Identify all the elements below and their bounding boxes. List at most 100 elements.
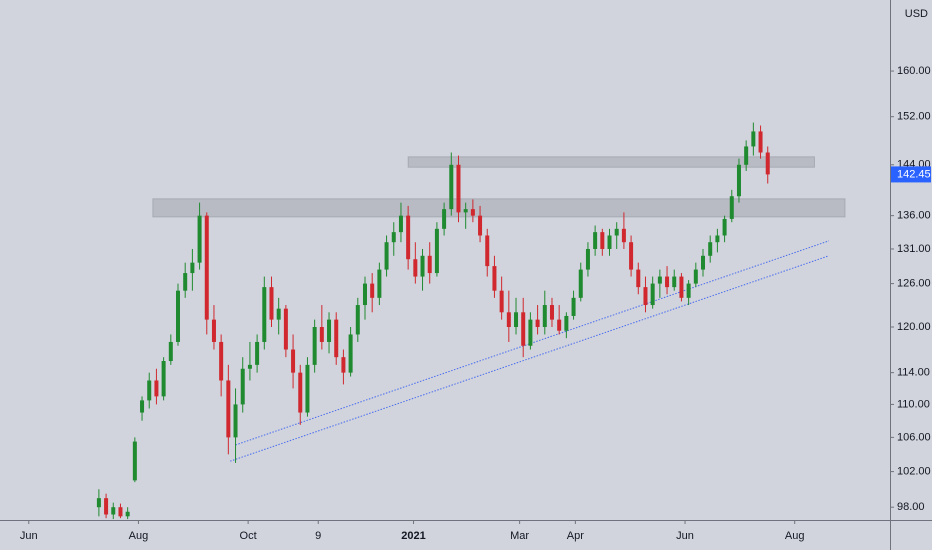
candle-body [492, 266, 497, 291]
y-tick-label: 106.00 [897, 431, 931, 443]
trendline [229, 255, 830, 462]
candle-body [621, 228, 626, 243]
candle-body [334, 319, 339, 358]
candle-body [161, 361, 166, 397]
candle-body [557, 319, 562, 331]
candle-body [456, 164, 461, 213]
last-price-label: 142.45 [897, 168, 931, 180]
candle-body [204, 215, 209, 320]
candle-body [549, 305, 554, 320]
candle-body [578, 269, 583, 298]
candle-body [607, 235, 612, 249]
candle-body [398, 215, 403, 233]
candle-body [154, 380, 159, 397]
y-tick-label: 131.00 [897, 243, 931, 255]
candle-body [211, 319, 216, 342]
x-tick-label: 9 [315, 530, 321, 542]
candle-body [247, 364, 252, 369]
candle-body [650, 283, 655, 306]
candle-body [240, 368, 245, 405]
candle-body [168, 341, 173, 362]
y-tick-label: 114.00 [897, 367, 930, 379]
x-tick-label: Jun [676, 530, 694, 542]
candle-body [715, 235, 720, 243]
candle-body [600, 232, 605, 249]
candle-body [679, 276, 684, 298]
candle-body [463, 209, 468, 213]
candle-body [521, 312, 526, 346]
candle-body [535, 319, 540, 328]
trendline [235, 240, 830, 446]
candle-body [226, 380, 231, 438]
candle-body [190, 262, 195, 274]
candle-body [629, 242, 634, 270]
candle-body [470, 209, 475, 216]
candle-body [176, 290, 180, 342]
candle-body [413, 259, 418, 277]
candle-body [312, 327, 317, 365]
candle-body [434, 228, 439, 274]
candle-body [233, 404, 238, 438]
candle-body [672, 276, 677, 288]
candle-body [132, 441, 137, 481]
y-tick-label: 98.00 [897, 501, 925, 513]
candle-body [197, 215, 202, 263]
candle-body [765, 152, 770, 175]
y-tick-label: 110.00 [897, 398, 930, 410]
candle-body [362, 283, 367, 306]
candle-body [449, 164, 454, 210]
candle-body [377, 269, 382, 298]
candle-body [125, 511, 130, 517]
x-tick-label: Aug [785, 530, 805, 542]
candle-body [305, 364, 310, 413]
y-tick-label: 152.00 [897, 111, 931, 123]
candle-body [291, 349, 296, 373]
candle-body [355, 305, 360, 335]
candle-body [384, 242, 389, 270]
candle-body [341, 357, 346, 373]
candle-body [478, 215, 483, 236]
y-tick-label: 102.00 [897, 466, 931, 478]
candle-body [298, 372, 303, 413]
candle-body [708, 242, 713, 256]
candle-body [751, 131, 756, 147]
candle-body [327, 319, 332, 342]
candle-body [758, 131, 763, 153]
x-tick-label: Mar [510, 530, 529, 542]
candle-body [686, 283, 691, 298]
candle-body [744, 146, 749, 165]
candle-body [140, 400, 145, 413]
y-tick-label: 136.00 [897, 210, 931, 222]
candle-body [564, 315, 569, 331]
y-tick-label: 160.00 [897, 65, 931, 77]
candle-body [319, 327, 324, 342]
candle-body [370, 283, 375, 298]
candle-body [118, 507, 123, 517]
candle-body [729, 196, 734, 219]
candle-body [262, 287, 267, 342]
zone [152, 198, 846, 218]
candle-body [348, 334, 353, 373]
candle-body [219, 341, 224, 381]
candle-body [643, 287, 648, 306]
axis-currency-label: USD [905, 8, 928, 20]
x-tick-label: Oct [240, 530, 257, 542]
candle-body [665, 276, 670, 288]
candle-body [499, 290, 504, 313]
candle-body [701, 255, 706, 270]
candle-body [104, 498, 109, 515]
candle-body [528, 319, 533, 346]
candle-body [614, 228, 619, 236]
candle-body [722, 218, 727, 236]
candle-body [255, 341, 260, 365]
y-tick-label: 120.00 [897, 321, 931, 333]
candle-body [657, 276, 662, 284]
candle-body [269, 287, 274, 320]
candle-body [276, 308, 281, 320]
candle-body [485, 235, 490, 267]
candle-body [571, 297, 576, 316]
candle-body [542, 305, 547, 328]
candle-body [283, 308, 288, 350]
